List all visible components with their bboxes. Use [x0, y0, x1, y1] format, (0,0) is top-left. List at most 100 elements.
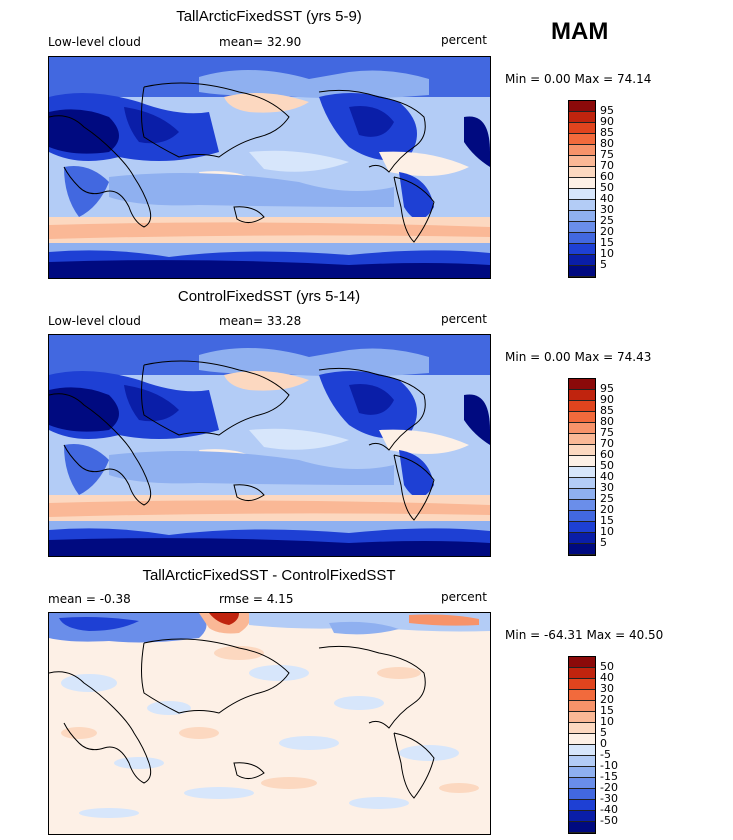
panel2-colorbar-label: 5	[600, 536, 607, 549]
panel2-colorbar-label: 95	[600, 382, 614, 395]
panel1-colorbar-label: 15	[600, 236, 614, 249]
panel3-colorbar-label: -5	[600, 748, 611, 761]
panel2-colorbar-label: 60	[600, 448, 614, 461]
panel3-colorbar-swatch	[569, 712, 595, 723]
panel1-colorbar-label: 40	[600, 192, 614, 205]
panel2-colorbar-swatch	[569, 456, 595, 467]
panel3-colorbar-label: 40	[600, 671, 614, 684]
panel2-colorbar-label: 30	[600, 481, 614, 494]
panel2-units-label: percent	[441, 312, 487, 326]
panel2-colorbar-swatch	[569, 511, 595, 522]
panel1-title: TallArcticFixedSST (yrs 5-9)	[176, 8, 362, 25]
panel3-colorbar-label: 30	[600, 682, 614, 695]
panel1-colorbar-swatch	[569, 112, 595, 123]
panel1-colorbar-swatch	[569, 167, 595, 178]
panel1-colorbar-label: 70	[600, 159, 614, 172]
panel2-colorbar-label: 85	[600, 404, 614, 417]
panel3-colorbar-label: -15	[600, 770, 618, 783]
panel2-colorbar-label: 20	[600, 503, 614, 516]
panel1-colorbar-swatch	[569, 244, 595, 255]
panel2-title: ControlFixedSST (yrs 5-14)	[177, 288, 361, 305]
panel3-colorbar-scale	[568, 656, 596, 834]
panel1-units-label: percent	[441, 33, 487, 47]
panel3-colorbar-swatch	[569, 701, 595, 712]
panel3-colorbar-swatch	[569, 657, 595, 668]
panel1-colorbar-label: 30	[600, 203, 614, 216]
panel1-colorbar-swatch	[569, 255, 595, 266]
panel3-colorbar-swatch	[569, 778, 595, 789]
panel2-colorbar-label: 90	[600, 393, 614, 406]
panel2-colorbar-swatch	[569, 478, 595, 489]
panel3-colorbar-label: -30	[600, 792, 618, 805]
panel3-map	[48, 612, 491, 835]
panel2-colorbar-label: 25	[600, 492, 614, 505]
panel2-colorbar-swatch	[569, 423, 595, 434]
panel3-mean-label: mean = -0.38	[48, 592, 131, 606]
panel1-colorbar-label: 5	[600, 258, 607, 271]
panel1-colorbar-label: 95	[600, 104, 614, 117]
panel3-colorbar-label: 50	[600, 660, 614, 673]
panel3-units-label: percent	[441, 590, 487, 604]
panel2-colorbar-swatch	[569, 467, 595, 478]
season-label: MAM	[551, 18, 609, 45]
panel1-colorbar-label: 20	[600, 225, 614, 238]
panel3-rmse-label: rmse = 4.15	[219, 592, 294, 606]
panel1-colorbar-label: 75	[600, 148, 614, 161]
panel2-colorbar-swatch	[569, 500, 595, 511]
panel2-map	[48, 334, 491, 557]
panel2-colorbar-swatch	[569, 434, 595, 445]
panel3-title: TallArcticFixedSST - ControlFixedSST	[142, 567, 396, 584]
panel3-colorbar-swatch	[569, 690, 595, 701]
panel1-colorbar-swatch	[569, 233, 595, 244]
panel2-minmax: Min = 0.00 Max = 74.43	[505, 350, 652, 364]
panel3-colorbar-label: -20	[600, 781, 618, 794]
panel2-colorbar-label: 75	[600, 426, 614, 439]
panel3-colorbar-label: 15	[600, 704, 614, 717]
panel3-colorbar-swatch	[569, 723, 595, 734]
panel2-colorbar-swatch	[569, 522, 595, 533]
panel1-colorbar-label: 85	[600, 126, 614, 139]
panel1-mean-label: mean= 32.90	[219, 35, 302, 49]
panel2-variable-label: Low-level cloud	[48, 314, 141, 328]
panel1-variable-label: Low-level cloud	[48, 35, 141, 49]
panel3-colorbar-label: -50	[600, 814, 618, 827]
panel1-colorbar-scale	[568, 100, 596, 278]
panel1-colorbar-swatch	[569, 145, 595, 156]
panel2-colorbar-swatch	[569, 489, 595, 500]
panel1-colorbar-label: 90	[600, 115, 614, 128]
panel2-colorbar-label: 50	[600, 459, 614, 472]
panel3-minmax: Min = -64.31 Max = 40.50	[505, 628, 664, 642]
panel2-colorbar-swatch	[569, 401, 595, 412]
panel3-colorbar-label: 0	[600, 737, 607, 750]
panel3-colorbar-swatch	[569, 679, 595, 690]
panel3-colorbar-label: 20	[600, 693, 614, 706]
panel2-colorbar-swatch	[569, 390, 595, 401]
panel1-colorbar-label: 50	[600, 181, 614, 194]
panel1-colorbar-swatch	[569, 200, 595, 211]
panel1-colorbar-label: 80	[600, 137, 614, 150]
panel3-colorbar-swatch	[569, 756, 595, 767]
panel3-colorbar-swatch	[569, 668, 595, 679]
panel1-colorbar-label: 10	[600, 247, 614, 260]
panel3-colorbar-swatch	[569, 822, 595, 833]
panel2-colorbar-label: 80	[600, 415, 614, 428]
panel3-colorbar-swatch	[569, 811, 595, 822]
panel2-colorbar-label: 10	[600, 525, 614, 538]
panel3-colorbar-swatch	[569, 734, 595, 745]
panel1-colorbar-swatch	[569, 222, 595, 233]
panel2-colorbar-label: 70	[600, 437, 614, 450]
panel1-colorbar-swatch	[569, 266, 595, 277]
panel3-colorbar-label: -10	[600, 759, 618, 772]
panel2-colorbar-label: 40	[600, 470, 614, 483]
panel2-colorbar-swatch	[569, 445, 595, 456]
panel3-colorbar-label: 5	[600, 726, 607, 739]
panel2-colorbar-swatch	[569, 379, 595, 390]
panel3-colorbar-label: -40	[600, 803, 618, 816]
panel1-colorbar-swatch	[569, 134, 595, 145]
panel3-colorbar-swatch	[569, 767, 595, 778]
panel1-colorbar-swatch	[569, 211, 595, 222]
panel3-colorbar-swatch	[569, 745, 595, 756]
panel1-colorbar-label: 25	[600, 214, 614, 227]
panel1-colorbar-swatch	[569, 189, 595, 200]
panel2-colorbar-swatch	[569, 533, 595, 544]
